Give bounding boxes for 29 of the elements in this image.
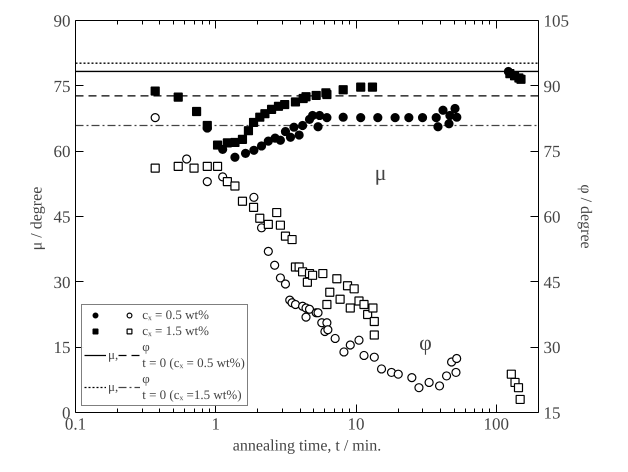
y-tick-label: 75: [54, 76, 70, 96]
y2-tick-label: 45: [544, 272, 560, 292]
y2-tick-label: 30: [544, 338, 560, 358]
x-tick-label: 1: [212, 414, 220, 434]
y-tick-label: 60: [54, 142, 70, 162]
legend-label: φ: [142, 339, 150, 354]
x-tick-label: 100: [484, 414, 510, 434]
legend-label: cₓ = 0.5 wt%: [142, 307, 209, 323]
annotation: φ: [419, 330, 432, 355]
y2-axis-title: φ / degree: [577, 184, 594, 249]
y-axis-title: μ / degree: [28, 186, 46, 250]
y2-tick-label: 105: [544, 12, 569, 30]
y2-tick-label: 15: [544, 404, 560, 422]
y-tick-label: 45: [54, 208, 70, 226]
legend-label: μ,: [108, 347, 118, 363]
y2-tick-label: 75: [544, 142, 560, 162]
annotation: t = 0 (cₓ =1.5 wt%): [142, 387, 242, 402]
legend-label: μ,: [108, 379, 118, 395]
legend-label: φ: [142, 371, 150, 386]
x-tick-label: 10: [348, 414, 365, 434]
y2-tick-label: 90: [544, 76, 560, 96]
y-tick-label: 30: [54, 272, 70, 292]
annotation: μ: [374, 160, 386, 185]
y-tick-label: 15: [54, 338, 70, 358]
legend-label: cₓ = 1.5 wt%: [142, 323, 209, 339]
annotation: t = 0 (cₓ = 0.5 wt%): [142, 355, 245, 370]
x-axis-title: annealing time, t / min.: [232, 438, 382, 454]
y2-tick-label: 60: [544, 208, 560, 226]
y-tick-label: 90: [54, 12, 70, 30]
